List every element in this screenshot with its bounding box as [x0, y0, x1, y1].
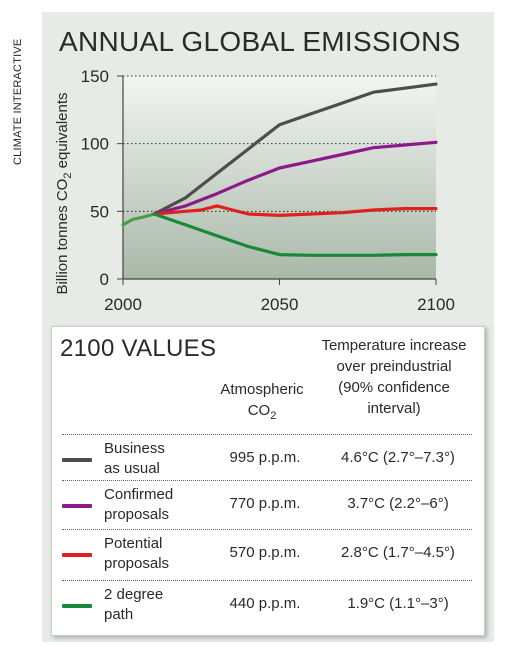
temperature-value: 1.9°C (1.1°–3°)	[347, 595, 449, 612]
y-tick-label: 100	[81, 135, 109, 154]
co2-value: 995 p.p.m.	[229, 449, 301, 466]
series-line	[152, 140, 438, 216]
row-separator	[62, 580, 472, 581]
table-row: Business as usual 995 p.p.m. 4.6°C (2.7°…	[52, 434, 484, 484]
y-axis-label: Billion tonnes CO2 equivalents	[54, 92, 74, 294]
scenario-label-line: path	[104, 606, 134, 623]
y-tick-label: 50	[90, 202, 109, 221]
co2-value: 440 p.p.m.	[229, 595, 301, 612]
scenario-label: Confirmed proposals	[104, 485, 214, 525]
scenario-label: Potential proposals	[104, 534, 214, 574]
side-label: CLIMATE INTERACTIVE	[9, 8, 25, 173]
series-line	[152, 204, 438, 217]
table-row: Potential proposals 570 p.p.m. 2.8°C (1.…	[52, 529, 484, 579]
scenario-label: Business as usual	[104, 439, 214, 479]
scenario-label-line: Business	[104, 440, 165, 457]
header-temperature-line: over preindustrial	[336, 358, 452, 375]
header-co2: Atmospheric CO2	[207, 379, 317, 427]
series-line	[152, 212, 438, 257]
header-co2-label: Atmospheric CO	[220, 381, 304, 419]
scenario-label-line: proposals	[104, 555, 170, 572]
table-title: 2100 VALUES	[60, 335, 217, 362]
header-temperature-line: (90% confidence	[338, 379, 450, 396]
values-table: 2100 VALUES Atmospheric CO2 Temperature …	[51, 326, 485, 636]
header-co2-subscript: 2	[270, 410, 277, 422]
x-tick-label: 2000	[104, 295, 142, 314]
header-temperature: Temperature increase over preindustrial …	[305, 335, 483, 419]
x-tick-label: 2100	[417, 295, 455, 314]
y-tick-label: 0	[100, 270, 109, 289]
header-temperature-line: interval)	[367, 400, 421, 417]
y-tick-label: 150	[81, 67, 109, 86]
temperature-value: 2.8°C (1.7°–4.5°)	[341, 544, 455, 561]
legend-swatch	[62, 604, 92, 608]
legend-swatch	[62, 504, 92, 508]
temperature-value: 4.6°C (2.7°–7.3°)	[341, 449, 455, 466]
emissions-chart: 0 50 100 150 2000 2050 2100 Billion tonnes CO2 …	[54, 67, 455, 314]
row-separator	[62, 434, 472, 435]
scenario-label-line: 2 degree	[104, 586, 164, 603]
legend-swatch	[62, 553, 92, 557]
co2-value: 770 p.p.m.	[229, 495, 301, 512]
scenario-label-line: Potential	[104, 535, 163, 552]
temperature-value: 3.7°C (2.2°–6°)	[347, 495, 449, 512]
table-row: Confirmed proposals 770 p.p.m. 3.7°C (2.…	[52, 480, 484, 530]
row-separator	[62, 529, 472, 530]
header-temperature-line: Temperature increase	[321, 337, 467, 354]
x-tick-label: 2050	[261, 295, 299, 314]
row-separator	[62, 480, 472, 481]
series-line	[152, 82, 438, 216]
chart-title: ANNUAL GLOBAL EMISSIONS	[59, 26, 461, 57]
historical-line	[121, 212, 156, 227]
plot-area	[123, 76, 436, 279]
legend-swatch	[62, 458, 92, 462]
scenario-label: 2 degree path	[104, 585, 214, 625]
scenario-label-line: Confirmed	[104, 486, 174, 503]
table-row: 2 degree path 440 p.p.m. 1.9°C (1.1°–3°)	[52, 580, 484, 630]
side-label-text: CLIMATE INTERACTIVE	[12, 38, 24, 165]
scenario-label-line: proposals	[104, 506, 170, 523]
co2-value: 570 p.p.m.	[229, 544, 301, 561]
scenario-label-line: as usual	[104, 460, 160, 477]
